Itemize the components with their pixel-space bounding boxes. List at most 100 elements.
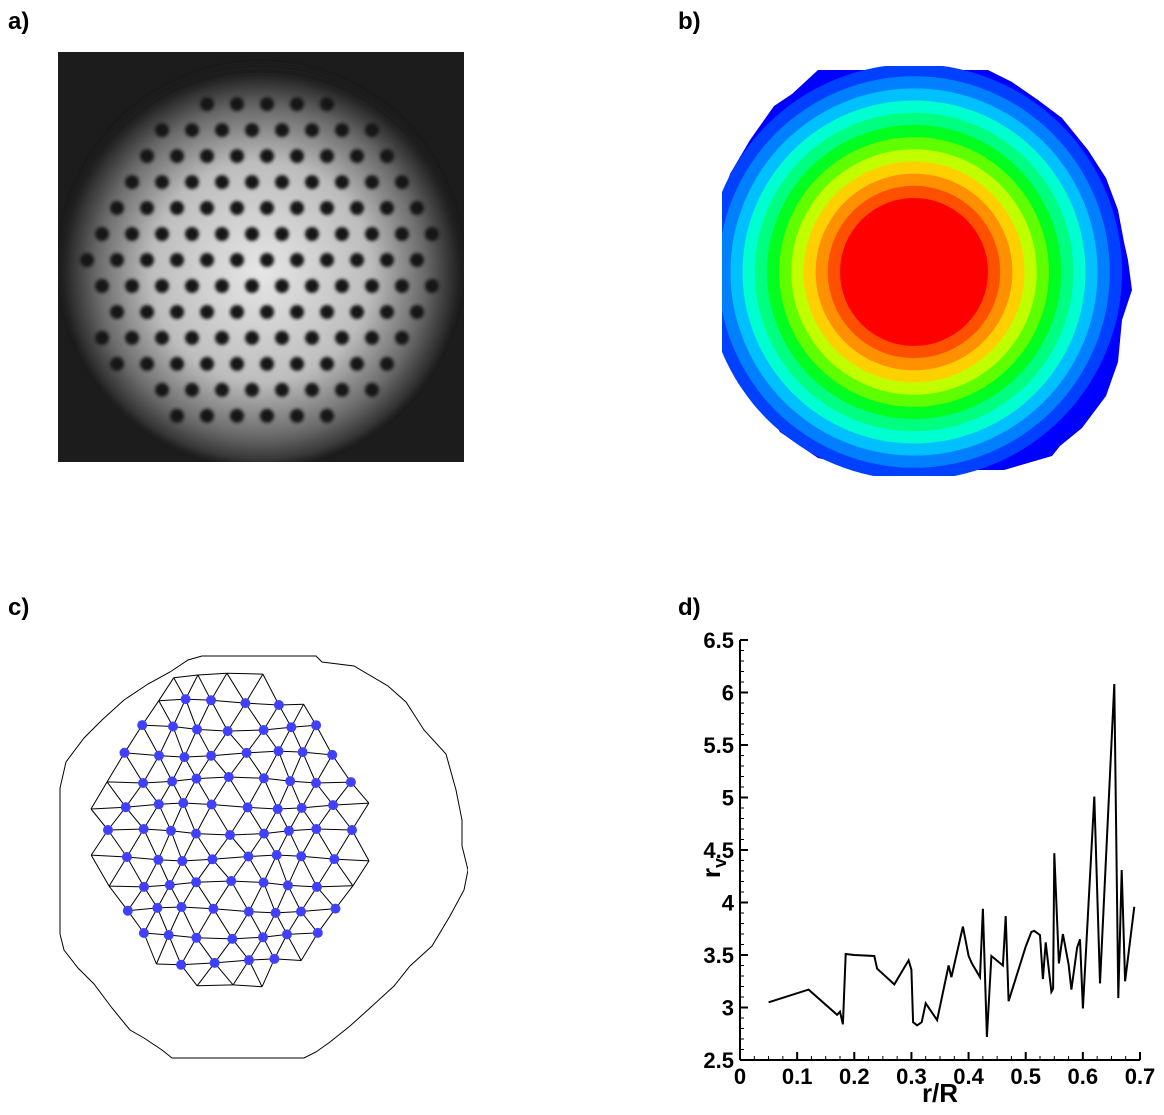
vortex-core [260, 97, 274, 112]
vortex-core [305, 123, 319, 138]
triangulation-edge [231, 880, 264, 883]
triangulation-edge [211, 834, 231, 860]
vortex-core [305, 279, 319, 293]
vortex-core [185, 175, 199, 190]
vortex-core [275, 279, 289, 293]
vortex-dot [296, 802, 307, 813]
vortex-core [320, 149, 334, 164]
vortex-dot [137, 720, 148, 731]
triangulation-edge [226, 672, 246, 704]
vortex-dot [178, 798, 189, 808]
triangulation-edge [195, 908, 214, 939]
vortex-core [260, 149, 274, 164]
vortex-dot [222, 726, 233, 737]
vortex-core [185, 279, 199, 293]
triangulation-edge [212, 856, 249, 860]
vortex-core [320, 201, 334, 215]
triangulation-edge [315, 754, 333, 784]
triangulation-edge [143, 932, 157, 965]
triangulation-edge [331, 754, 352, 783]
triangulation-edge [211, 804, 248, 808]
y-tick-label: 3 [722, 996, 734, 1021]
vortex-dot [103, 825, 113, 835]
vortex-core [365, 382, 379, 397]
vortex-dot [191, 828, 201, 839]
vortex-dot [284, 825, 294, 836]
triangulation-svg [59, 655, 469, 1059]
vortex-core [260, 253, 274, 267]
y-tick-label: 6 [722, 681, 734, 706]
vortex-cores [80, 97, 439, 423]
triangulation-edge [231, 911, 250, 940]
rv-vs-r-chart: 0 0.1 0.2 0.3 0.4 0.5 0.6 0.7 2.5 3 3.5 4 4.5 5 5.5 6 6… [690, 620, 1160, 1110]
vortex-core [200, 97, 214, 112]
x-tick-label: 0.6 [1068, 1064, 1099, 1089]
triangulation-edge [126, 856, 159, 861]
vortex-positions [103, 694, 357, 970]
vortex-core [140, 253, 154, 267]
vortex-core [185, 227, 199, 241]
vortex-dot [191, 932, 202, 943]
vortex-core [125, 330, 139, 345]
vortex-core [245, 227, 259, 241]
contour-svg [706, 64, 1132, 480]
triangulation-edge [351, 802, 370, 831]
vortex-core [170, 408, 184, 423]
triangulation-edge [158, 726, 174, 756]
triangulation-edge [124, 724, 143, 754]
panel-b-label: b) [678, 8, 701, 35]
vortex-core [380, 253, 394, 267]
triangulation-edge [301, 804, 334, 809]
vortex-core [95, 227, 109, 241]
vortex-dot [241, 747, 252, 758]
vortex-core [290, 149, 304, 164]
vortex-dot [153, 799, 164, 810]
vortex-dot [226, 876, 237, 886]
vortex-core [335, 175, 349, 190]
triangulation-edge [333, 858, 354, 887]
vortex-core [305, 330, 319, 345]
vortex-dot [122, 905, 133, 916]
vortex-core [140, 305, 154, 319]
contour-band [840, 198, 988, 346]
vortex-core [320, 356, 334, 371]
vortex-core [380, 356, 394, 371]
vortex-core [215, 279, 229, 293]
vortex-dot [243, 851, 254, 862]
vortex-core [365, 330, 379, 345]
vortex-core [410, 201, 424, 215]
triangulation-edge [244, 673, 264, 704]
vortex-core [230, 408, 244, 423]
vortex-core [215, 175, 229, 190]
x-tick-label: 0.1 [782, 1064, 813, 1089]
vortex-core [395, 279, 409, 293]
vortex-core [155, 279, 169, 293]
vortex-core [305, 175, 319, 190]
triangulation-edge [210, 700, 229, 732]
triangulation-edge [229, 833, 265, 836]
triangulation-edge [332, 804, 353, 831]
triangulation-edge [276, 854, 289, 886]
vortex-core [230, 305, 244, 319]
vortex-core [230, 201, 244, 215]
triangulation-edge [261, 958, 275, 987]
triangulation-edge [300, 828, 317, 857]
vortex-dot [329, 854, 340, 865]
y-tick-labels: 2.5 3 3.5 4 4.5 5 5.5 6 6.5 [703, 628, 734, 1073]
vortex-dot [120, 802, 131, 813]
triangulation-edge [317, 908, 336, 934]
vortex-lattice-image [58, 52, 464, 462]
y-tick-label: 2.5 [703, 1048, 734, 1073]
triangulation-edge [333, 802, 369, 806]
vortex-core [125, 227, 139, 241]
vortex-core [95, 330, 109, 345]
triangulation-edge [302, 724, 317, 753]
vortex-core [395, 227, 409, 241]
vortex-core [230, 253, 244, 267]
vortex-dot [206, 750, 217, 761]
triangulation-edge [155, 934, 170, 965]
vortex-dot [282, 929, 292, 940]
triangulation-edge [195, 881, 214, 909]
triangulation-edge [195, 778, 213, 805]
vortex-core [335, 123, 349, 138]
